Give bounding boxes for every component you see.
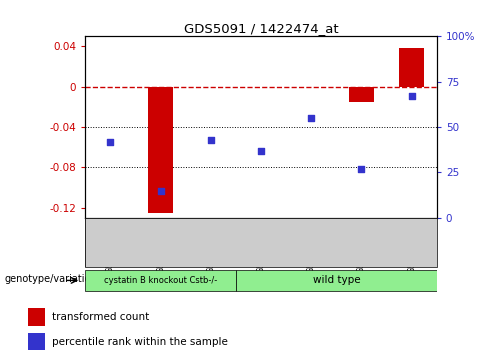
Text: transformed count: transformed count [52,312,149,322]
FancyBboxPatch shape [336,218,386,267]
Text: percentile rank within the sample: percentile rank within the sample [52,337,228,347]
Bar [349,87,374,102]
FancyBboxPatch shape [85,218,136,267]
Text: cystatin B knockout Cstb-/-: cystatin B knockout Cstb-/- [104,276,217,285]
Text: GSM1151367: GSM1151367 [206,222,215,272]
Bar [28,333,45,350]
Text: GSM1151365: GSM1151365 [106,222,115,272]
Point [307,115,315,121]
Point [207,137,215,143]
Title: GDS5091 / 1422474_at: GDS5091 / 1422474_at [184,22,338,35]
Point [257,148,265,154]
Point [358,166,366,172]
FancyBboxPatch shape [236,270,437,291]
FancyBboxPatch shape [236,218,286,267]
Text: GSM1151369: GSM1151369 [307,222,316,272]
Text: wild type: wild type [312,276,360,285]
Text: GSM1151370: GSM1151370 [357,222,366,272]
Bar [28,308,45,326]
FancyBboxPatch shape [186,218,236,267]
FancyBboxPatch shape [136,218,186,267]
Text: GSM1151368: GSM1151368 [257,222,265,272]
Text: GSM1151366: GSM1151366 [156,222,165,272]
Point [106,139,114,144]
FancyBboxPatch shape [386,218,437,267]
Point [157,188,164,193]
Text: GSM1151371: GSM1151371 [407,222,416,272]
FancyBboxPatch shape [85,270,236,291]
FancyBboxPatch shape [286,218,336,267]
Text: genotype/variation: genotype/variation [4,274,97,284]
Bar [399,48,424,87]
Bar [148,87,173,213]
Point [408,93,416,99]
